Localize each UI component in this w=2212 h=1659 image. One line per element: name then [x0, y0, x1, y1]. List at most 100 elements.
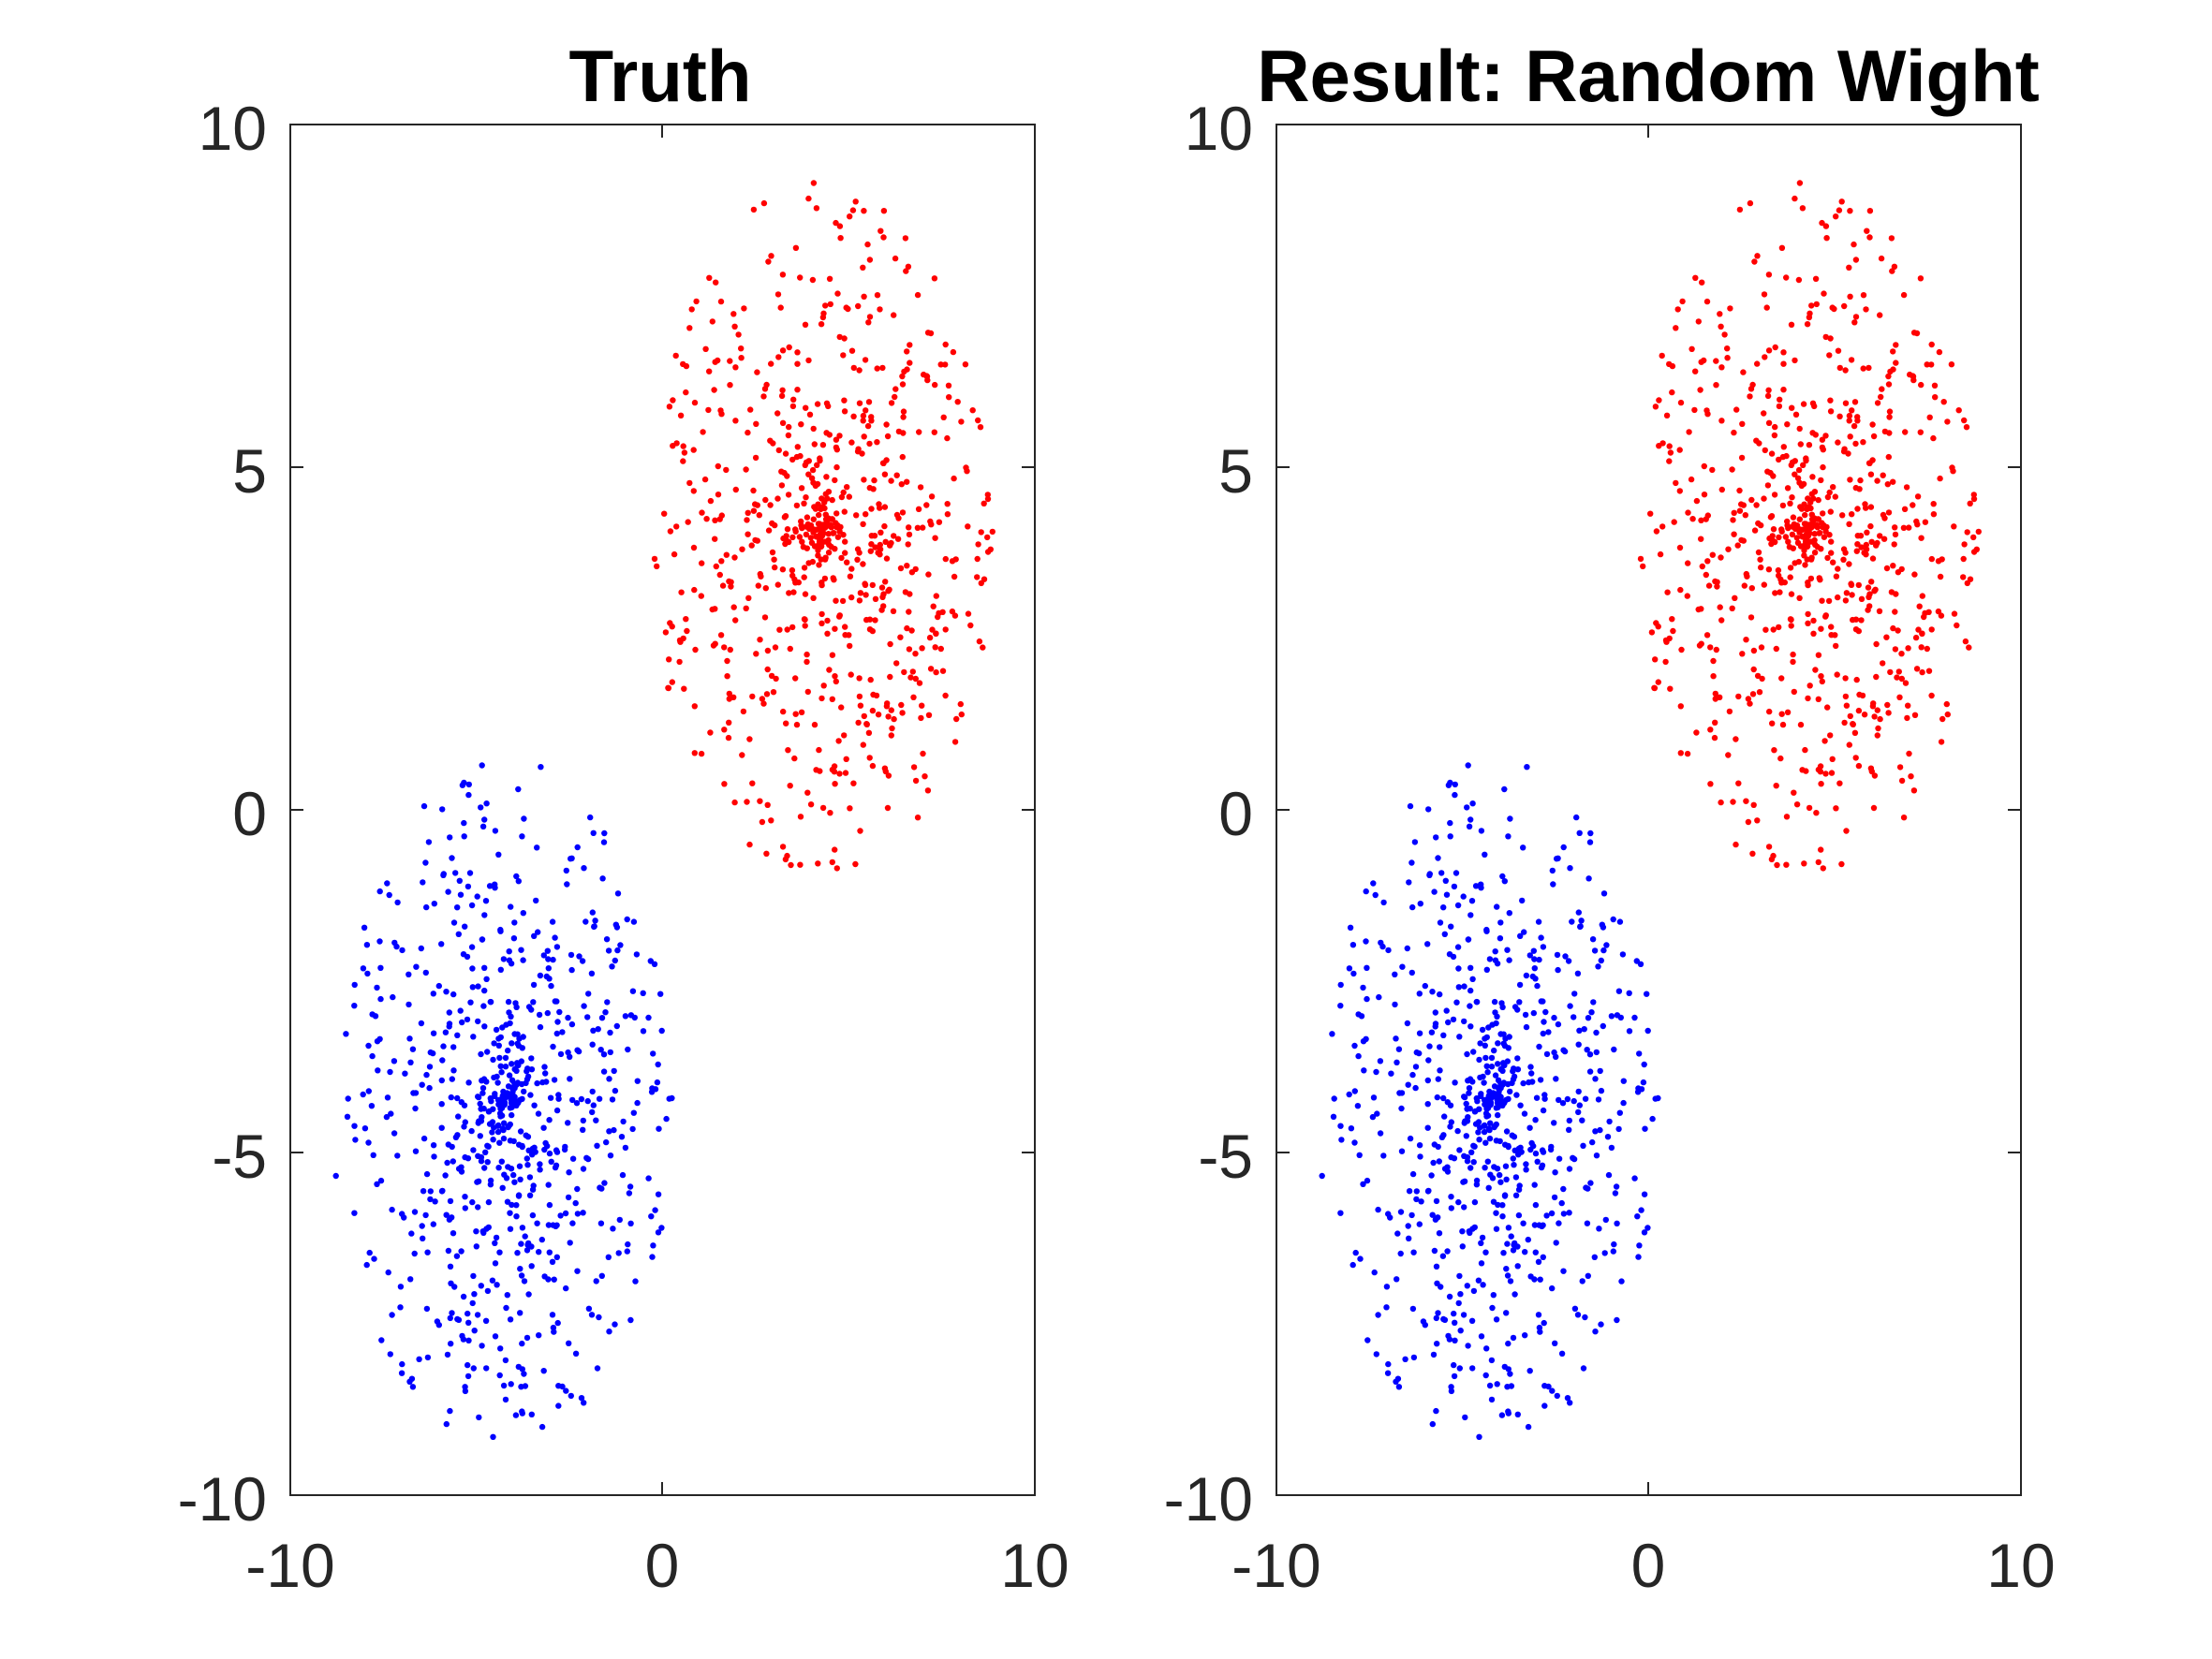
- scatter-point: [1884, 701, 1891, 709]
- scatter-point: [818, 495, 825, 502]
- scatter-point: [666, 1095, 672, 1102]
- scatter-point: [831, 769, 838, 775]
- scatter-point: [631, 1014, 638, 1021]
- scatter-point: [878, 584, 886, 591]
- scatter-point: [826, 432, 833, 438]
- scatter-point: [368, 1103, 376, 1109]
- scatter-point: [989, 528, 996, 536]
- scatter-point: [589, 909, 596, 916]
- scatter-point: [1892, 524, 1898, 531]
- scatter-point: [1469, 1365, 1476, 1372]
- scatter-point: [951, 739, 959, 745]
- scatter-point: [1537, 1077, 1544, 1083]
- scatter-point: [1424, 1077, 1432, 1084]
- scatter-point: [749, 780, 756, 786]
- scatter-point: [779, 387, 786, 393]
- scatter-point: [521, 815, 527, 822]
- scatter-point: [847, 642, 853, 650]
- scatter-point: [1821, 534, 1828, 540]
- scatter-point: [630, 918, 638, 925]
- scatter-point: [551, 1329, 557, 1335]
- scatter-point: [1492, 1072, 1499, 1079]
- scatter-point: [1810, 617, 1817, 624]
- scatter-point: [562, 1210, 569, 1217]
- scatter-point: [676, 658, 683, 666]
- scatter-point: [760, 199, 768, 207]
- scatter-point: [1948, 361, 1955, 368]
- scatter-point: [750, 206, 758, 213]
- scatter-point: [842, 538, 848, 545]
- scatter-point: [466, 870, 474, 876]
- scatter-point: [1666, 458, 1673, 464]
- scatter-point: [1433, 1263, 1440, 1270]
- scatter-point: [485, 1198, 493, 1206]
- scatter-point: [1764, 482, 1772, 489]
- scatter-point: [1686, 429, 1692, 435]
- scatter-point: [449, 1143, 455, 1151]
- scatter-point: [1939, 556, 1945, 563]
- scatter-point: [513, 1202, 520, 1209]
- scatter-point: [530, 1182, 537, 1189]
- scatter-point: [1410, 1354, 1418, 1361]
- scatter-point: [680, 443, 686, 449]
- scatter-point: [473, 1243, 479, 1250]
- scatter-point: [1501, 785, 1508, 793]
- scatter-point: [759, 696, 766, 702]
- scatter-point: [1763, 304, 1770, 311]
- scatter-point: [535, 929, 541, 935]
- scatter-point: [465, 781, 472, 788]
- scatter-point: [1768, 513, 1776, 520]
- scatter-point: [1841, 719, 1848, 727]
- scatter-point: [584, 1097, 591, 1105]
- scatter-point: [512, 1412, 520, 1418]
- scatter-point: [1554, 1392, 1561, 1400]
- scatter-point: [1890, 624, 1896, 632]
- scatter-point: [1826, 532, 1833, 538]
- scatter-point: [1479, 1026, 1486, 1034]
- scatter-point: [519, 1366, 525, 1373]
- scatter-point: [1549, 1285, 1556, 1292]
- scatter-point: [1461, 1018, 1467, 1025]
- scatter-point: [1467, 1003, 1473, 1009]
- scatter-point: [1866, 460, 1873, 466]
- scatter-point: [1818, 781, 1824, 787]
- scatter-point: [1778, 675, 1785, 682]
- scatter-point: [498, 1158, 505, 1165]
- scatter-point: [739, 546, 745, 552]
- scatter-point: [545, 1222, 553, 1228]
- scatter-point: [932, 535, 938, 541]
- scatter-point: [1388, 1070, 1394, 1077]
- scatter-point: [752, 454, 759, 462]
- scatter-point: [1810, 495, 1817, 502]
- scatter-point: [1838, 860, 1845, 868]
- scatter-point: [874, 439, 880, 446]
- scatter-point: [861, 293, 867, 300]
- scatter-point: [1434, 1341, 1440, 1347]
- scatter-point: [928, 493, 936, 500]
- scatter-point: [553, 1030, 560, 1037]
- scatter-point: [1475, 1277, 1482, 1284]
- scatter-point: [1819, 219, 1825, 227]
- scatter-point: [1392, 1001, 1398, 1008]
- scatter-point: [1497, 935, 1504, 942]
- scatter-point: [1755, 549, 1762, 556]
- axes-box: [1276, 124, 2022, 1496]
- scatter-point: [1526, 1368, 1533, 1374]
- scatter-point: [1511, 1073, 1518, 1080]
- scatter-point: [1514, 1263, 1521, 1270]
- scatter-point: [678, 589, 685, 595]
- scatter-point: [902, 235, 909, 242]
- scatter-point: [1867, 471, 1875, 477]
- scatter-point: [899, 373, 906, 380]
- scatter-point: [607, 1152, 614, 1159]
- scatter-point: [534, 1220, 540, 1226]
- scatter-point: [1492, 1009, 1498, 1016]
- scatter-point: [933, 593, 939, 599]
- scatter-point: [768, 672, 775, 680]
- scatter-point: [866, 314, 874, 320]
- scatter-point: [588, 1312, 596, 1318]
- scatter-point: [861, 208, 867, 214]
- scatter-point: [1364, 1337, 1371, 1343]
- scatter-point: [550, 956, 556, 963]
- scatter-point: [750, 507, 758, 514]
